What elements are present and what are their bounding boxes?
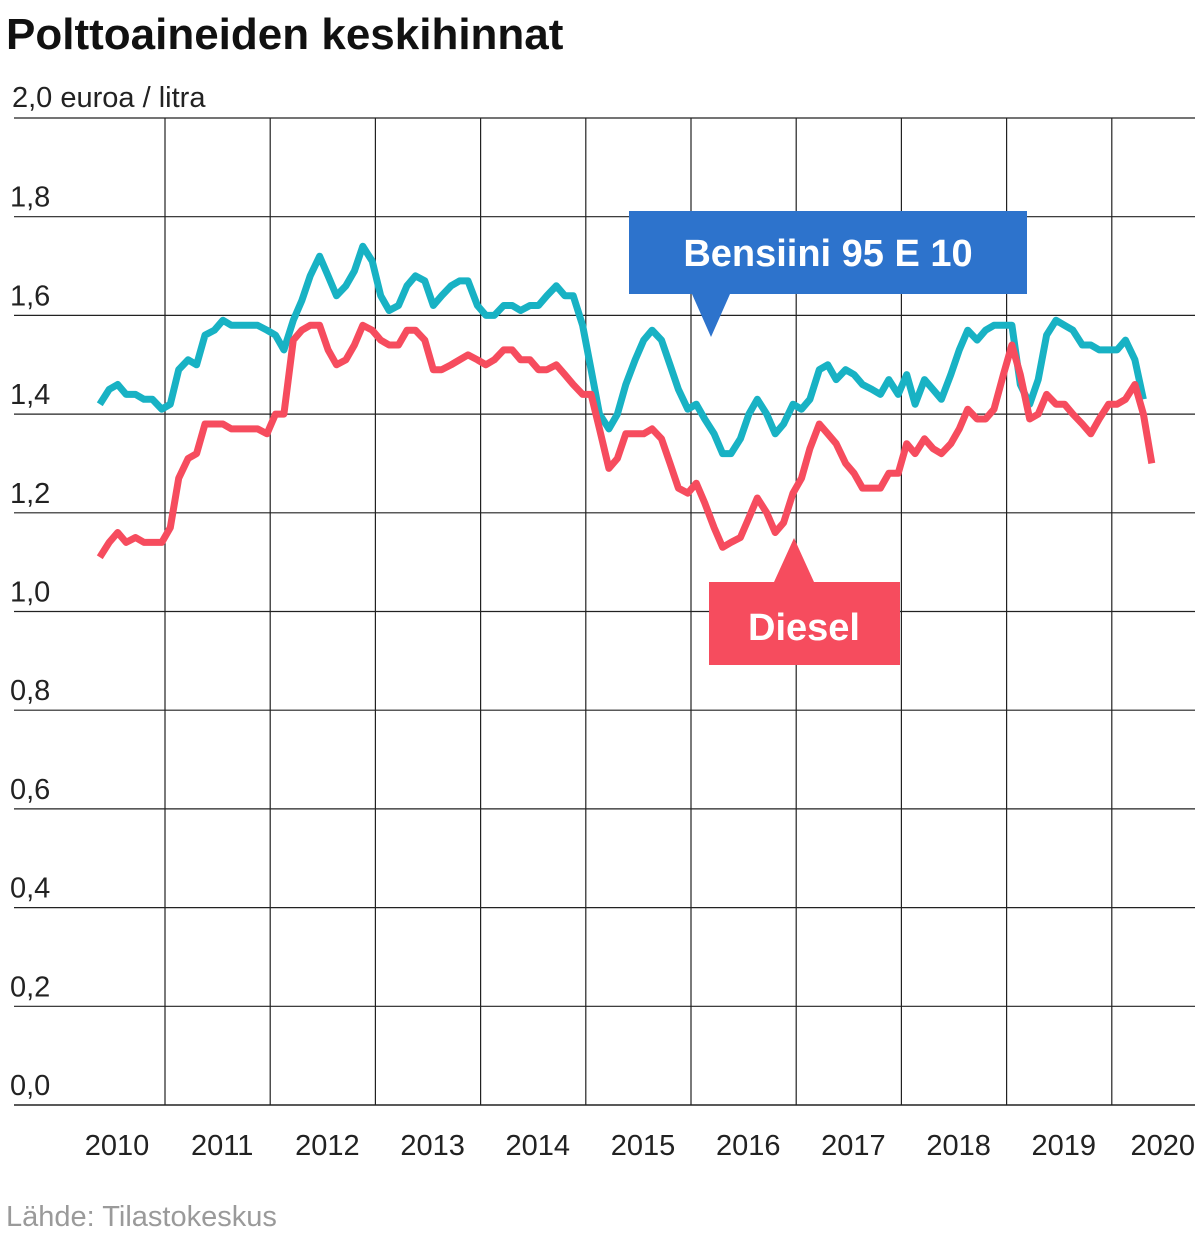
petrol-callout: Bensiini 95 E 10 [629,211,1027,337]
diesel-callout-label: Diesel [748,607,860,649]
petrol-line [96,242,1147,458]
y-tick-label: 1,2 [10,478,50,510]
x-tick-label: 2010 [85,1130,150,1162]
y-tick-label: 0,0 [10,1070,50,1102]
x-tick-label: 2016 [716,1130,781,1162]
x-tick-label: 2013 [400,1130,465,1162]
y-axis-unit-label: 2,0 euroa / litra [12,82,206,114]
y-tick-label: 1,6 [10,280,50,312]
x-tick-label: 2019 [1032,1130,1097,1162]
source-note: Lähde: Tilastokeskus [6,1201,277,1233]
x-tick-label: 2011 [191,1130,253,1162]
x-axis-ticks: 2010 2011 2012 2013 2014 2015 2016 2017 2018 2019… [85,1130,1195,1162]
y-tick-label: 0,6 [10,774,50,806]
x-tick-label: 2014 [506,1130,571,1162]
x-tick-label: 2020 [1130,1130,1195,1162]
y-tick-label: 1,8 [10,182,50,214]
diesel-callout: Diesel [709,538,900,665]
chart-title: Polttoaineiden keskihinnat [6,10,564,59]
y-tick-label: 0,2 [10,971,50,1003]
x-tick-label: 2015 [611,1130,676,1162]
x-tick-label: 2018 [926,1130,991,1162]
petrol-callout-label: Bensiini 95 E 10 [683,233,972,275]
petrol-callout-box [629,211,1027,337]
y-tick-label: 0,4 [10,873,50,905]
diesel-callout-box [709,538,900,665]
y-tick-label: 1,4 [10,379,50,411]
diesel-line [96,321,1156,560]
x-tick-label: 2012 [295,1130,360,1162]
series-lines [96,242,1156,560]
y-tick-label: 1,0 [10,577,50,609]
y-axis-ticks: 1,8 1,6 1,4 1,2 1,0 0,8 0,6 0,4 0,2 0,0 [10,182,50,1102]
y-tick-label: 0,8 [10,675,50,707]
x-tick-label: 2017 [821,1130,886,1162]
